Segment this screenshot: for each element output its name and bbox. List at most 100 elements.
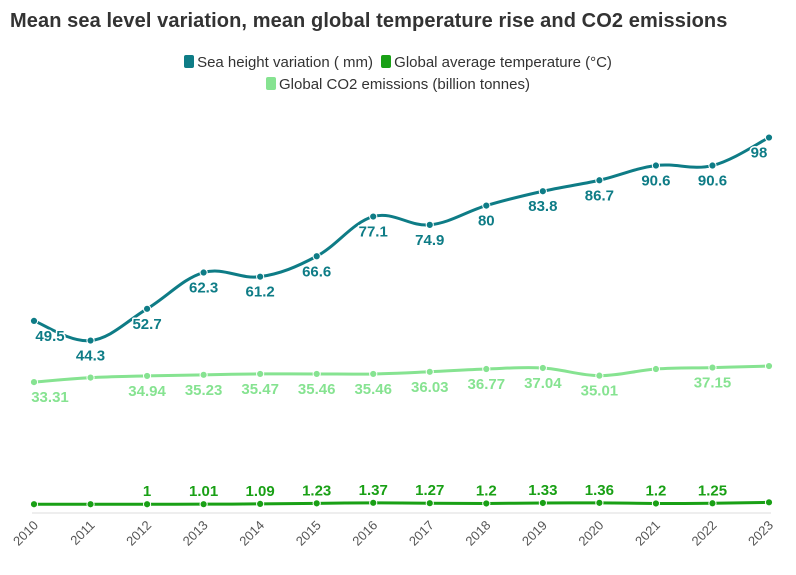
data-point-sea-height-variation-mm-2014 [256, 272, 265, 281]
x-tick-label-2022: 2022 [689, 518, 720, 549]
data-label-global-average-temperature-c-2015: 1.23 [302, 482, 331, 499]
data-label-sea-height-variation-mm-2011: 44.3 [76, 348, 105, 365]
series-line-global-average-temperature-c [32, 500, 771, 506]
data-point-global-average-temperature-c-2020 [595, 498, 604, 507]
x-tick-label-2020: 2020 [575, 518, 606, 549]
legend-item-co2[interactable]: Global CO2 emissions (billion tonnes) [266, 74, 530, 96]
x-tick-label-2010: 2010 [10, 518, 41, 549]
legend-item-sea-height[interactable]: Sea height variation ( mm) [184, 52, 373, 74]
data-label-sea-height-variation-mm-2017: 74.9 [415, 232, 444, 249]
data-label-global-co2-emissions-billion-tonnes-2012: 34.94 [128, 383, 166, 400]
data-point-global-average-temperature-c-2010 [29, 500, 39, 509]
data-point-global-average-temperature-c-2018 [482, 499, 491, 508]
data-label-sea-height-variation-mm-2012: 52.7 [132, 316, 161, 333]
data-point-global-co2-emissions-billion-tonnes-2017 [425, 367, 434, 376]
data-point-global-co2-emissions-billion-tonnes-2014 [256, 369, 265, 379]
data-label-sea-height-variation-mm-2010: 49.5 [35, 328, 64, 345]
data-label-sea-height-variation-mm-2020: 86.7 [585, 187, 614, 204]
data-point-sea-height-variation-mm-2019 [538, 187, 547, 196]
x-tick-label-2023: 2023 [745, 518, 776, 549]
legend-row-1: Sea height variation ( mm) Global averag… [0, 52, 796, 74]
data-point-sea-height-variation-mm-2017 [425, 220, 434, 229]
data-point-sea-height-variation-mm-2016 [369, 212, 378, 221]
data-label-global-average-temperature-c-2016: 1.37 [359, 482, 388, 499]
x-tick-label-2021: 2021 [632, 518, 663, 549]
data-label-global-average-temperature-c-2019: 1.33 [528, 482, 557, 499]
data-point-sea-height-variation-mm-2011 [86, 336, 95, 345]
chart-legend: Sea height variation ( mm) Global averag… [0, 52, 796, 96]
legend-item-temperature[interactable]: Global average temperature (°C) [381, 52, 612, 74]
data-label-global-co2-emissions-billion-tonnes-2019: 37.04 [524, 375, 562, 392]
x-tick-label-2019: 2019 [519, 518, 550, 549]
data-point-global-co2-emissions-billion-tonnes-2015 [312, 369, 321, 379]
data-label-sea-height-variation-mm-2016: 77.1 [359, 224, 388, 241]
data-label-sea-height-variation-mm-2014: 61.2 [246, 284, 275, 301]
data-point-global-average-temperature-c-2012 [142, 500, 152, 509]
data-label-global-co2-emissions-billion-tonnes-2017: 36.03 [411, 379, 449, 396]
data-label-global-co2-emissions-billion-tonnes-2020: 35.01 [581, 383, 619, 400]
data-point-global-co2-emissions-billion-tonnes-2012 [142, 371, 152, 381]
data-label-sea-height-variation-mm-2019: 83.8 [528, 198, 557, 215]
data-point-global-co2-emissions-billion-tonnes-2022 [708, 363, 717, 372]
data-label-sea-height-variation-mm-2022: 90.6 [698, 173, 727, 190]
data-label-global-co2-emissions-billion-tonnes-2010: 33.31 [31, 389, 69, 406]
data-label-global-co2-emissions-billion-tonnes-2016: 35.46 [354, 381, 392, 398]
data-label-global-co2-emissions-billion-tonnes-2014: 35.47 [241, 381, 279, 398]
data-point-global-average-temperature-c-2016 [369, 498, 378, 507]
data-point-global-co2-emissions-billion-tonnes-2021 [651, 364, 661, 374]
legend-row-2: Global CO2 emissions (billion tonnes) [0, 74, 796, 96]
data-point-global-co2-emissions-billion-tonnes-2019 [538, 363, 547, 373]
legend-swatch-sea-height [184, 55, 195, 68]
data-point-sea-height-variation-mm-2023 [764, 133, 774, 142]
data-label-global-average-temperature-c-2021: 1.2 [645, 482, 666, 499]
data-point-global-average-temperature-c-2022 [708, 499, 717, 508]
data-point-global-average-temperature-c-2015 [312, 499, 321, 508]
x-tick-label-2013: 2013 [180, 518, 211, 549]
x-tick-label-2015: 2015 [293, 518, 324, 549]
data-label-sea-height-variation-mm-2023: 98 [751, 145, 768, 162]
legend-swatch-temperature [381, 55, 392, 68]
data-point-global-average-temperature-c-2013 [199, 500, 208, 509]
data-point-global-co2-emissions-billion-tonnes-2010 [29, 377, 39, 387]
data-label-global-average-temperature-c-2012: 1 [143, 483, 151, 500]
data-label-sea-height-variation-mm-2015: 66.6 [302, 263, 331, 280]
data-label-global-co2-emissions-billion-tonnes-2022: 37.15 [694, 375, 732, 392]
data-point-global-average-temperature-c-2011 [86, 500, 95, 509]
data-label-global-average-temperature-c-2018: 1.2 [476, 482, 497, 499]
data-point-global-co2-emissions-billion-tonnes-2023 [764, 361, 774, 371]
data-point-global-average-temperature-c-2023 [764, 498, 774, 507]
data-point-global-co2-emissions-billion-tonnes-2016 [369, 369, 378, 379]
data-label-sea-height-variation-mm-2018: 80 [478, 213, 495, 230]
data-point-sea-height-variation-mm-2018 [482, 201, 491, 210]
data-point-sea-height-variation-mm-2013 [199, 268, 208, 277]
x-tick-label-2017: 2017 [406, 518, 437, 549]
x-tick-label-2018: 2018 [462, 518, 493, 549]
legend-label-sea-height: Sea height variation ( mm) [197, 54, 373, 71]
data-label-sea-height-variation-mm-2013: 62.3 [189, 280, 218, 297]
data-point-sea-height-variation-mm-2012 [142, 304, 152, 313]
data-label-global-average-temperature-c-2017: 1.27 [415, 482, 444, 499]
data-point-global-co2-emissions-billion-tonnes-2018 [482, 364, 491, 374]
legend-label-co2: Global CO2 emissions (billion tonnes) [279, 76, 530, 93]
data-label-global-average-temperature-c-2014: 1.09 [246, 483, 275, 500]
chart-title: Mean sea level variation, mean global te… [10, 10, 728, 32]
data-point-sea-height-variation-mm-2010 [29, 316, 39, 325]
x-tick-label-2012: 2012 [123, 518, 154, 549]
data-point-global-co2-emissions-billion-tonnes-2013 [199, 370, 208, 379]
data-point-global-average-temperature-c-2019 [538, 498, 547, 508]
data-point-global-co2-emissions-billion-tonnes-2020 [595, 371, 604, 380]
data-point-sea-height-variation-mm-2021 [651, 161, 661, 170]
data-point-sea-height-variation-mm-2015 [312, 252, 321, 261]
data-label-global-average-temperature-c-2013: 1.01 [189, 483, 218, 500]
data-label-global-co2-emissions-billion-tonnes-2013: 35.23 [185, 382, 223, 399]
legend-label-temperature: Global average temperature (°C) [394, 54, 612, 71]
x-tick-label-2014: 2014 [236, 518, 267, 549]
data-label-global-co2-emissions-billion-tonnes-2015: 35.46 [298, 381, 336, 398]
data-point-global-average-temperature-c-2017 [425, 499, 434, 508]
x-tick-label-2011: 2011 [67, 518, 97, 548]
data-point-sea-height-variation-mm-2022 [708, 161, 717, 170]
data-point-global-co2-emissions-billion-tonnes-2011 [86, 373, 95, 382]
data-label-global-average-temperature-c-2020: 1.36 [585, 482, 614, 499]
data-point-global-average-temperature-c-2021 [651, 499, 661, 508]
